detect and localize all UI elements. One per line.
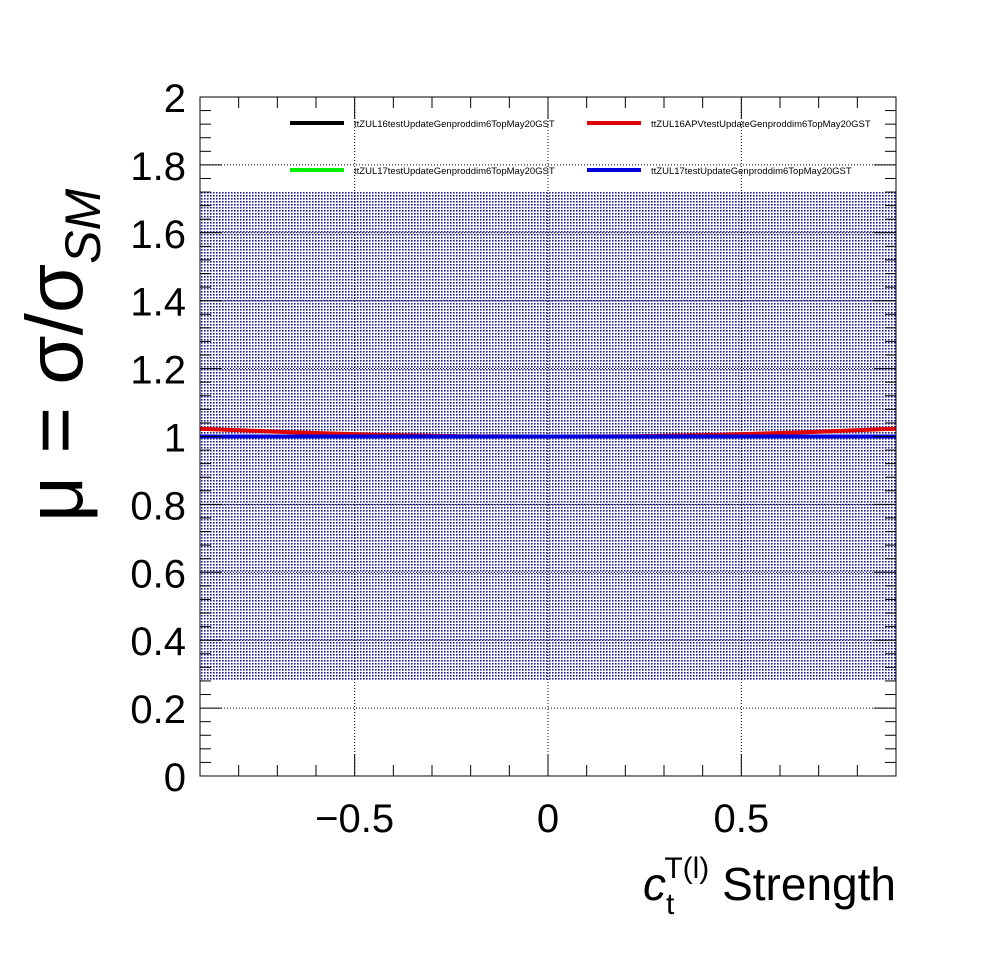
x-axis-label-sup: T(l) xyxy=(664,852,709,885)
y-tick-label-0: 0 xyxy=(164,756,186,800)
legend-label-1: ttZUL16APVtestUpdateGenproddim6TopMay20G… xyxy=(651,119,871,130)
y-tick-label-6: 1.2 xyxy=(130,349,186,393)
y-tick-label-7: 1.4 xyxy=(130,281,186,325)
y-tick-label-4: 0.8 xyxy=(130,484,186,528)
x-axis-label: ctT(l) Strength xyxy=(643,852,896,921)
y-tick-label-5: 1 xyxy=(164,417,186,461)
y-axis-label: μ = σ/σSM xyxy=(10,188,111,522)
y-tick-label-10: 2 xyxy=(164,77,186,121)
legend-label-3: ttZUL17testUpdateGenproddim6TopMay20GST xyxy=(651,166,852,177)
x-tick-label-0: −0.5 xyxy=(315,797,394,841)
y-tick-label-1: 0.2 xyxy=(130,688,186,732)
tick-label-layer: 0 0.2 0.4 0.6 0.8 1 1.2 1.4 1.6 1.8 2 −0.5 0 0.5 xyxy=(130,77,769,841)
y-tick-label-8: 1.6 xyxy=(130,213,186,257)
x-axis-label-base: c xyxy=(643,858,666,910)
y-tick-label-2: 0.4 xyxy=(130,620,186,664)
tick-layer xyxy=(199,96,897,777)
y-axis-label-sub: SM xyxy=(55,188,111,263)
legend-label-0: ttZUL16testUpdateGenproddim6TopMay20GST xyxy=(354,119,555,130)
series-layer xyxy=(199,426,897,439)
legend: ttZUL16testUpdateGenproddim6TopMay20GST t… xyxy=(290,119,871,177)
y-axis-label-main: μ = σ/σ xyxy=(10,264,99,522)
x-axis-label-sub: t xyxy=(666,888,675,921)
x-axis-label-suffix: Strength xyxy=(709,858,896,910)
y-tick-label-9: 1.8 xyxy=(130,145,186,189)
legend-label-2: ttZUL17testUpdateGenproddim6TopMay20GST xyxy=(354,166,555,177)
x-tick-label-2: 0.5 xyxy=(714,797,770,841)
x-tick-label-1: 0 xyxy=(537,797,559,841)
y-tick-label-3: 0.6 xyxy=(130,552,186,596)
